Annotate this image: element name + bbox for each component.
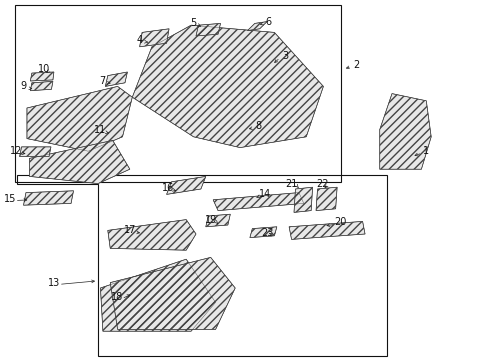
Text: 6: 6 [266,17,271,27]
Polygon shape [294,187,313,212]
Text: 3: 3 [282,51,288,61]
Polygon shape [247,22,267,31]
Polygon shape [30,72,54,81]
Polygon shape [196,23,220,36]
Polygon shape [110,257,235,329]
Text: 4: 4 [137,35,143,45]
Polygon shape [289,221,365,239]
Polygon shape [316,187,337,211]
Polygon shape [250,227,277,238]
Text: 13: 13 [48,278,60,288]
Polygon shape [30,81,53,91]
Text: 7: 7 [99,76,105,86]
Text: 5: 5 [191,18,196,28]
Text: 22: 22 [316,179,329,189]
Text: 14: 14 [259,189,270,199]
Polygon shape [29,140,130,184]
Polygon shape [27,86,132,151]
Text: 15: 15 [3,194,16,204]
Bar [15,5,341,182]
Text: 17: 17 [123,225,136,235]
Polygon shape [213,193,304,211]
Text: 9: 9 [21,81,26,91]
Text: 16: 16 [162,183,174,193]
Polygon shape [140,29,169,47]
Polygon shape [105,72,127,86]
Text: 10: 10 [38,64,50,74]
Text: 23: 23 [261,228,273,238]
Polygon shape [206,214,230,227]
Polygon shape [100,259,216,331]
Text: 1: 1 [423,146,429,156]
Text: 11: 11 [94,125,106,135]
Text: 8: 8 [256,121,262,131]
Polygon shape [167,176,206,194]
Text: 2: 2 [354,60,360,70]
Polygon shape [132,25,323,148]
Polygon shape [380,94,431,169]
Text: 20: 20 [334,217,347,228]
Polygon shape [108,220,196,250]
Text: 18: 18 [110,292,122,302]
Text: 19: 19 [205,215,217,225]
Polygon shape [20,147,51,157]
Text: 21: 21 [285,179,298,189]
Polygon shape [24,191,74,205]
Text: 12: 12 [9,146,22,156]
